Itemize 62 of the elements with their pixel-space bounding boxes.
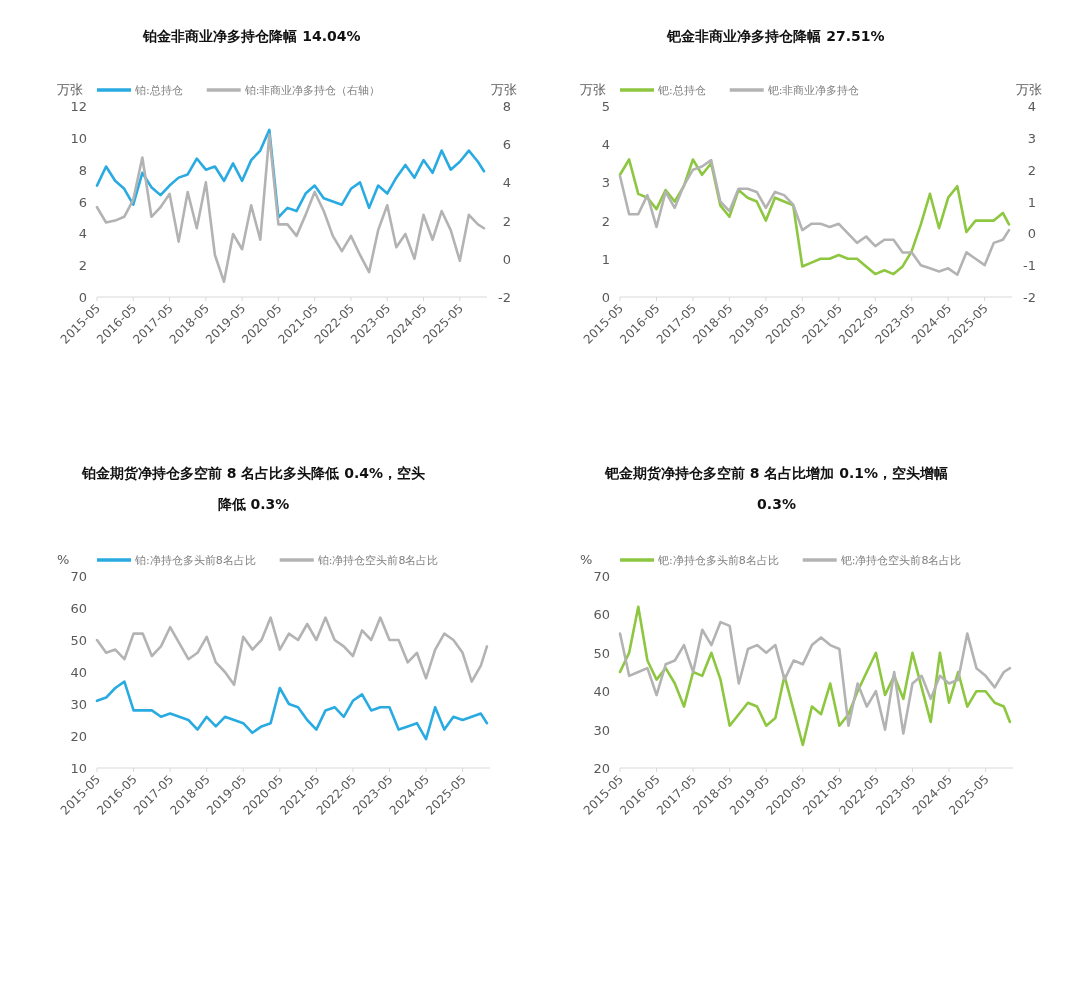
- y2-tick-label: 8: [502, 99, 511, 114]
- y-tick-label: 50: [70, 633, 87, 648]
- y-tick-label: 8: [78, 162, 87, 178]
- y-tick-label: 60: [70, 601, 87, 616]
- line-series: [95, 680, 489, 741]
- y-tick-label: 10: [70, 761, 87, 776]
- y2-tick-label: 0: [1027, 226, 1036, 242]
- legend-label: 铂:总持仓: [134, 84, 183, 97]
- y2-tick-label: 3: [1027, 130, 1036, 146]
- y-tick-label: 4: [601, 137, 610, 153]
- y2-tick-label: 6: [502, 137, 511, 153]
- y-tick-label: 30: [70, 697, 87, 712]
- chart-title: 钯金非商业净多持仓降幅 27.51%: [666, 28, 885, 44]
- y-tick-label: 20: [70, 729, 87, 744]
- y2-tick-label: 0: [502, 251, 511, 267]
- chart-title: 铂金非商业净多持仓降幅 14.04%: [142, 28, 361, 44]
- y2-tick-label: -2: [498, 290, 511, 305]
- y2-tick-label: 1: [1027, 194, 1036, 210]
- y-tick-label: 70: [70, 569, 87, 584]
- legend-label: 钯:净持仓空头前8名占比: [839, 554, 962, 567]
- line-series: [95, 616, 489, 687]
- y2-tick-label: 4: [1027, 99, 1036, 114]
- y-tick-label: 0: [601, 290, 610, 305]
- y-tick-label: 60: [593, 607, 610, 623]
- y2-tick-label: 2: [502, 213, 511, 229]
- line-series: [618, 605, 1012, 747]
- y-tick-label: 10: [70, 130, 87, 146]
- y-tick-label: 4: [78, 226, 87, 242]
- legend-label: 铂:非商业净多持仓（右轴）: [243, 84, 381, 97]
- y-axis-title: 万张: [580, 82, 606, 97]
- y2-axis-title: 万张: [1016, 82, 1042, 97]
- y-tick-label: 2: [78, 258, 87, 274]
- legend-label: 铂:净持仓空头前8名占比: [316, 554, 439, 567]
- y-tick-label: 3: [601, 175, 610, 191]
- line-series: [618, 620, 1012, 735]
- legend-label: 铂:净持仓多头前8名占比: [134, 554, 256, 567]
- y-tick-label: 0: [78, 290, 87, 305]
- y2-tick-label: -2: [1023, 290, 1036, 305]
- y-tick-label: 6: [78, 194, 87, 210]
- y-tick-label: 1: [601, 251, 610, 267]
- y2-tick-label: 2: [1027, 162, 1036, 178]
- y-tick-label: 20: [593, 761, 610, 776]
- y-tick-label: 2: [601, 213, 610, 229]
- y-tick-label: 5: [601, 99, 610, 114]
- y-axis-title: %: [580, 552, 593, 567]
- legend-label: 钯:总持仓: [657, 84, 706, 97]
- y-axis-title: %: [57, 552, 70, 567]
- legend-label: 钯:非商业净多持仓: [766, 84, 860, 97]
- y2-axis-title: 万张: [491, 82, 517, 97]
- y-axis-title: 万张: [57, 82, 83, 97]
- y-tick-label: 50: [593, 645, 610, 661]
- y-tick-label: 30: [593, 722, 610, 738]
- line-series: [95, 133, 486, 284]
- y-tick-label: 70: [593, 569, 610, 584]
- chart-title: 铂金期货净持仓多空前 8 名占比多头降低 0.4%，空头降低 0.3%: [80, 465, 426, 512]
- chart-title: 钯金期货净持仓多空前 8 名占比增加 0.1%，空头增幅 0.3%: [603, 465, 949, 512]
- y2-tick-label: -1: [1023, 258, 1036, 274]
- y-tick-label: 12: [70, 99, 87, 114]
- y2-tick-label: 4: [502, 175, 511, 191]
- y-tick-label: 40: [593, 684, 610, 700]
- y-tick-label: 40: [70, 665, 87, 680]
- legend-label: 钯:净持仓多头前8名占比: [657, 554, 779, 567]
